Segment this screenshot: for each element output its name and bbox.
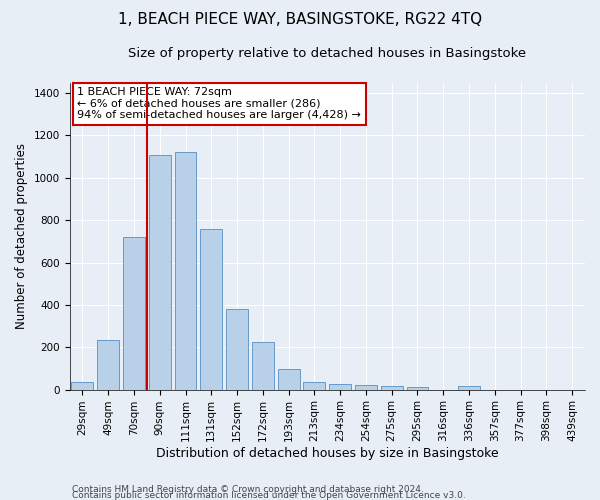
Bar	[71, 382, 94, 390]
Bar	[304, 382, 325, 390]
Text: Contains public sector information licensed under the Open Government Licence v3: Contains public sector information licen…	[72, 490, 466, 500]
Bar	[175, 152, 196, 390]
Bar	[355, 386, 377, 390]
Bar	[458, 386, 480, 390]
Bar	[252, 342, 274, 390]
Bar	[200, 228, 222, 390]
Bar	[226, 309, 248, 390]
Bar	[149, 154, 170, 390]
Text: 1 BEACH PIECE WAY: 72sqm
← 6% of detached houses are smaller (286)
94% of semi-d: 1 BEACH PIECE WAY: 72sqm ← 6% of detache…	[77, 87, 361, 120]
Bar	[123, 237, 145, 390]
Bar	[278, 370, 299, 390]
X-axis label: Distribution of detached houses by size in Basingstoke: Distribution of detached houses by size …	[156, 447, 499, 460]
Title: Size of property relative to detached houses in Basingstoke: Size of property relative to detached ho…	[128, 48, 526, 60]
Text: 1, BEACH PIECE WAY, BASINGSTOKE, RG22 4TQ: 1, BEACH PIECE WAY, BASINGSTOKE, RG22 4T…	[118, 12, 482, 28]
Text: Contains HM Land Registry data © Crown copyright and database right 2024.: Contains HM Land Registry data © Crown c…	[72, 484, 424, 494]
Bar	[329, 384, 351, 390]
Bar	[381, 386, 403, 390]
Bar	[97, 340, 119, 390]
Y-axis label: Number of detached properties: Number of detached properties	[15, 143, 28, 329]
Bar	[407, 388, 428, 390]
